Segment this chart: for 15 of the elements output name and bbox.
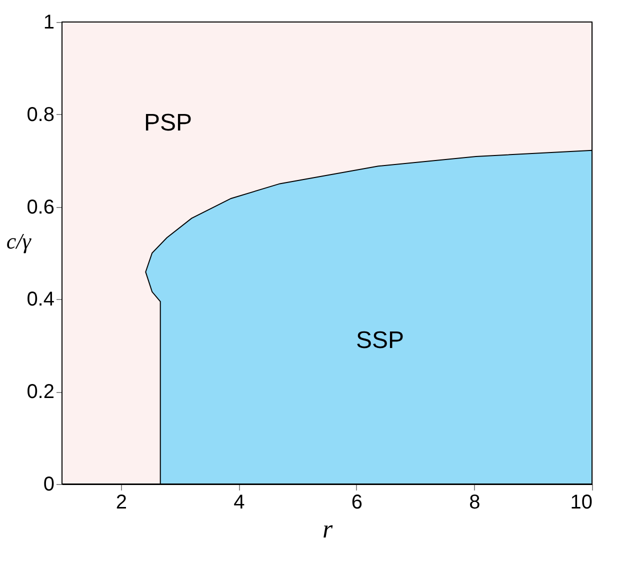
y-tick-label: 0.6	[26, 196, 54, 218]
x-axis-title: r	[322, 514, 334, 544]
y-tick-label: 0	[43, 474, 54, 496]
x-tick-label: 10	[570, 492, 592, 514]
y-tick-label: 0.4	[26, 288, 54, 311]
y-tick-label: 1	[43, 12, 54, 34]
y-axis-title: c/γ	[6, 228, 32, 254]
y-tick-label: 0.8	[26, 104, 54, 126]
x-tick-label: 6	[351, 492, 363, 514]
x-tick-label: 2	[116, 492, 127, 514]
annotation: SSP	[356, 326, 404, 354]
y-tick-label: 0.2	[26, 381, 54, 404]
x-tick-label: 8	[469, 492, 480, 514]
band-label: PSP	[144, 110, 192, 137]
x-tick-label: 4	[234, 492, 245, 514]
